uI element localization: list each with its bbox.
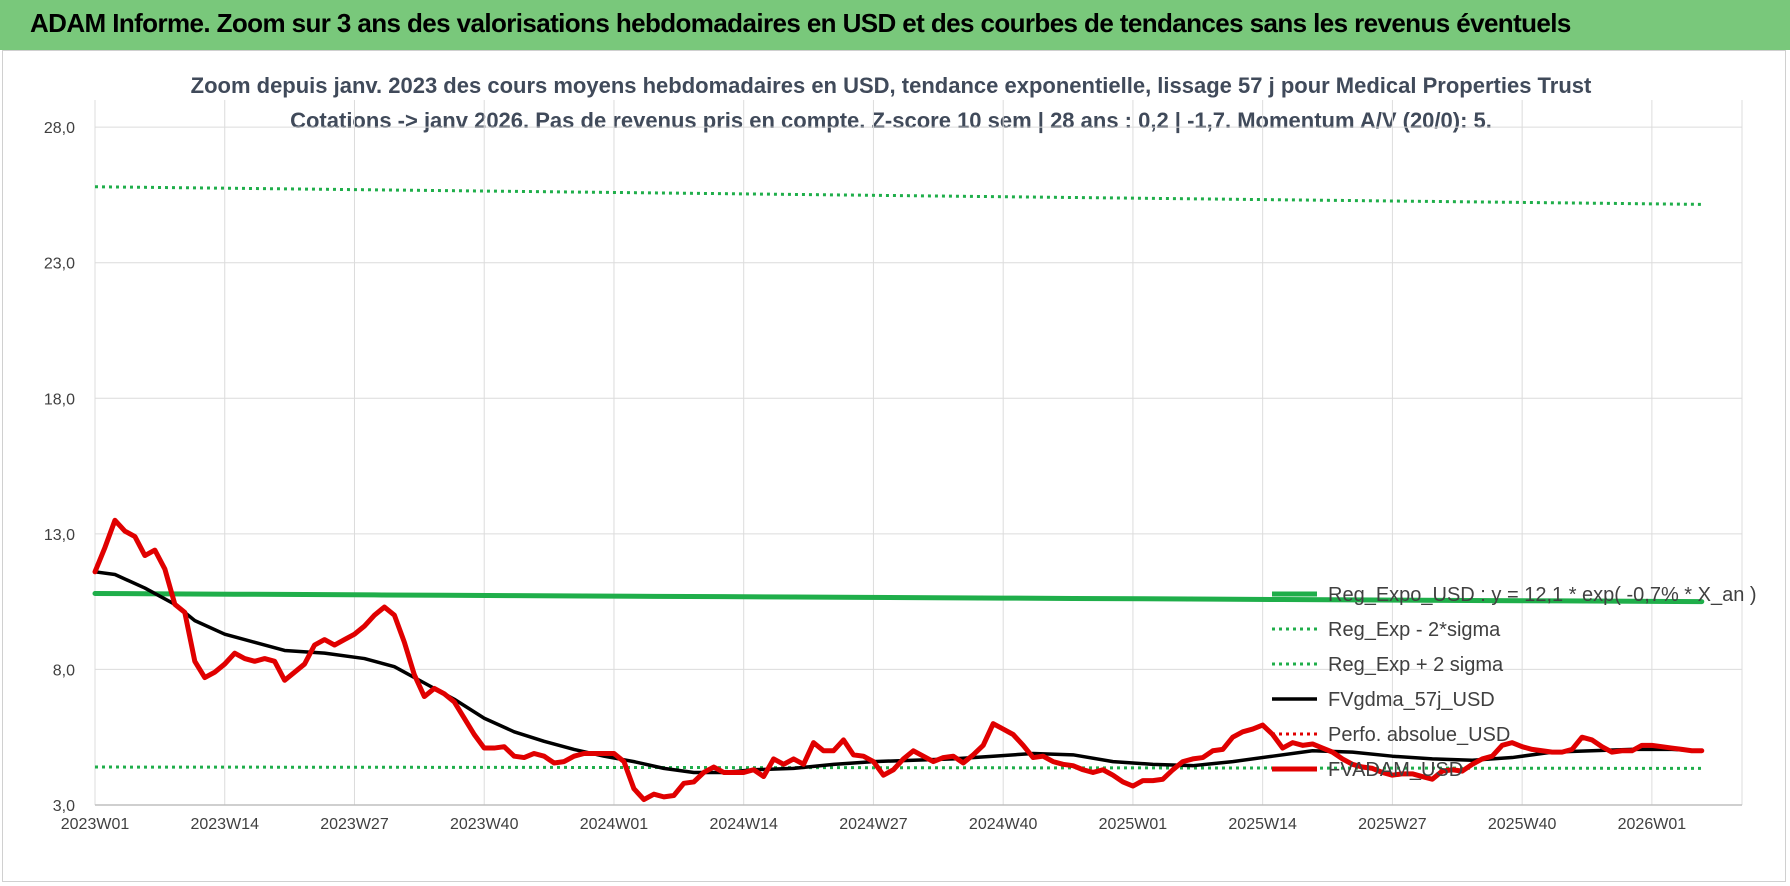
x-tick-label: 2024W01 xyxy=(580,816,649,833)
legend-label: Reg_Exp - 2*sigma xyxy=(1328,619,1501,641)
page-title: ADAM Informe. Zoom sur 3 ans des valoris… xyxy=(30,8,1571,38)
y-tick-label: 23,0 xyxy=(44,256,75,273)
title-banner: ADAM Informe. Zoom sur 3 ans des valoris… xyxy=(0,0,1790,50)
x-tick-label: 2026W01 xyxy=(1618,816,1687,833)
x-tick-label: 2023W14 xyxy=(190,816,259,833)
chart-subtitle: Cotations -> janv 2026. Pas de revenus p… xyxy=(290,108,1492,133)
legend-label: FVgdma_57j_USD xyxy=(1328,689,1495,711)
chart-frame xyxy=(2,50,1786,882)
x-tick-label: 2025W27 xyxy=(1358,816,1427,833)
chart-title: Zoom depuis janv. 2023 des cours moyens … xyxy=(191,73,1592,98)
y-tick-label: 28,0 xyxy=(44,120,75,137)
x-tick-label: 2023W27 xyxy=(320,816,389,833)
legend-label: FVADAM_USD xyxy=(1328,759,1463,781)
x-tick-label: 2024W14 xyxy=(709,816,778,833)
y-tick-label: 18,0 xyxy=(44,391,75,408)
x-tick-label: 2023W01 xyxy=(61,816,130,833)
legend-label: Reg_Exp + 2 sigma xyxy=(1328,654,1504,676)
y-tick-label: 8,0 xyxy=(53,662,75,679)
series-line-1 xyxy=(94,765,1702,770)
x-tick-label: 2025W40 xyxy=(1488,816,1557,833)
x-tick-label: 2024W27 xyxy=(839,816,908,833)
series-line-5 xyxy=(92,517,1705,803)
series-line-0 xyxy=(92,591,1705,605)
legend-label: Perfo. absolue_USD xyxy=(1328,724,1510,746)
x-tick-label: 2025W14 xyxy=(1228,816,1297,833)
x-tick-label: 2023W40 xyxy=(450,816,519,833)
legend-label: Reg_Expo_USD : y = 12,1 * exp( -0,7% * X… xyxy=(1328,584,1757,606)
x-tick-label: 2025W01 xyxy=(1099,816,1168,833)
series-line-2 xyxy=(94,185,1702,206)
y-tick-label: 13,0 xyxy=(44,527,75,544)
x-tick-label: 2024W40 xyxy=(969,816,1038,833)
y-tick-label: 3,0 xyxy=(53,798,75,815)
